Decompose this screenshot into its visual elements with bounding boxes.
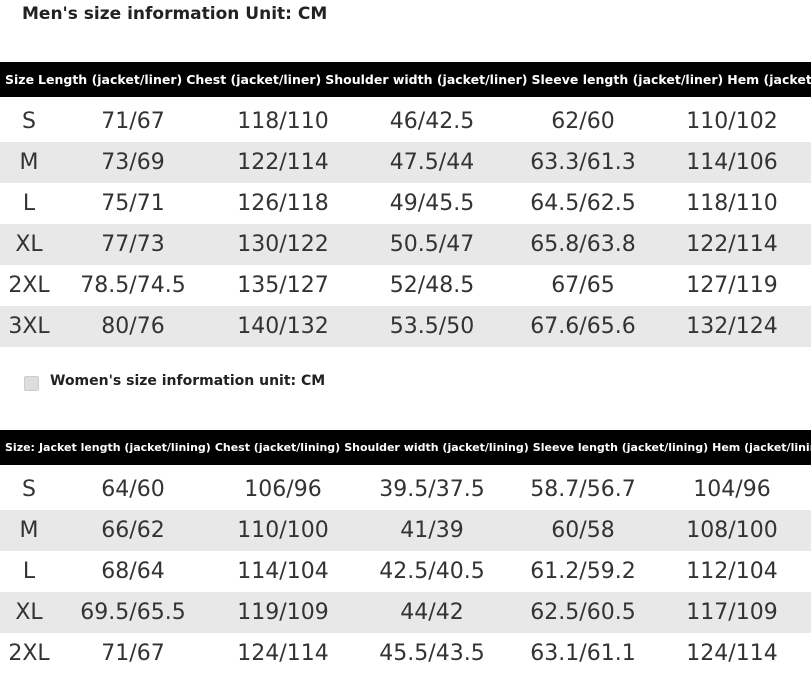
header-cell: Hem (jacket/liner) <box>727 72 811 87</box>
table-cell: M <box>19 518 39 543</box>
table-cell: S <box>22 109 36 134</box>
table-cell: 114/104 <box>237 559 329 584</box>
table-cell: 80/76 <box>101 314 165 339</box>
table-cell: 77/73 <box>101 232 165 257</box>
table-cell: 62.5/60.5 <box>530 600 636 625</box>
header-cell: Chest (jacket/lining) <box>214 441 341 454</box>
header-cell: Length (jacket/liner) <box>38 72 183 87</box>
table-row: 2XL 71/67 124/114 45.5/43.5 63.1/61.1 124/114 <box>0 633 811 674</box>
table-row: L 75/71 126/118 49/45.5 64.5/62.5 118/110 <box>0 183 811 224</box>
table-cell: 64.5/62.5 <box>530 191 636 216</box>
table-cell: 118/110 <box>686 191 778 216</box>
table-cell: 127/119 <box>686 273 778 298</box>
table-row: S 64/60 106/96 39.5/37.5 58.7/56.7 104/96 <box>0 469 811 510</box>
table-cell: 44/42 <box>400 600 464 625</box>
table-cell: 112/104 <box>686 559 778 584</box>
header-cell: Sleeve length (jacket/lining) <box>532 441 709 454</box>
table-cell: 65.8/63.8 <box>530 232 636 257</box>
table-cell: 41/39 <box>400 518 464 543</box>
table-cell: 63.3/61.3 <box>530 150 636 175</box>
header-cell: Shoulder width (jacket/liner) <box>325 72 528 87</box>
table-cell: 60/58 <box>551 518 615 543</box>
table-row: M 66/62 110/100 41/39 60/58 108/100 <box>0 510 811 551</box>
table-cell: 67.6/65.6 <box>530 314 636 339</box>
table-cell: 104/96 <box>693 477 771 502</box>
table-cell: 2XL <box>8 641 50 666</box>
table-cell: 49/45.5 <box>389 191 475 216</box>
table-cell: 42.5/40.5 <box>379 559 485 584</box>
table-cell: S <box>22 477 36 502</box>
header-cell: Jacket length (jacket/lining) <box>38 441 211 454</box>
header-cell: Size <box>5 72 35 87</box>
men-title: Men's size information Unit: CM <box>22 4 328 24</box>
table-cell: 69.5/65.5 <box>80 600 186 625</box>
table-row: 3XL 80/76 140/132 53.5/50 67.6/65.6 132/124 <box>0 306 811 347</box>
table-cell: L <box>22 559 36 584</box>
table-cell: 124/114 <box>686 641 778 666</box>
men-header: Size Length (jacket/liner) Chest (jacket/l… <box>0 62 811 97</box>
table-row: 2XL 78.5/74.5 135/127 52/48.5 67/65 127/119 <box>0 265 811 306</box>
table-cell: 66/62 <box>101 518 165 543</box>
table-cell: 106/96 <box>244 477 322 502</box>
table-cell: 62/60 <box>551 109 615 134</box>
table-row: XL 77/73 130/122 50.5/47 65.8/63.8 122/114 <box>0 224 811 265</box>
table-cell: 114/106 <box>686 150 778 175</box>
table-cell: M <box>19 150 39 175</box>
table-cell: 126/118 <box>237 191 329 216</box>
table-cell: 71/67 <box>101 641 165 666</box>
table-cell: 117/109 <box>686 600 778 625</box>
table-cell: 135/127 <box>237 273 329 298</box>
checkbox-icon <box>24 376 39 391</box>
table-cell: 64/60 <box>101 477 165 502</box>
header-cell: Sleeve length (jacket/liner) <box>531 72 724 87</box>
table-row: XL 69.5/65.5 119/109 44/42 62.5/60.5 117/109 <box>0 592 811 633</box>
header-cell: Hem (jacket/lining) <box>712 441 811 454</box>
table-cell: 63.1/61.1 <box>530 641 636 666</box>
table-cell: 3XL <box>8 314 50 339</box>
table-cell: 132/124 <box>686 314 778 339</box>
table-cell: 75/71 <box>101 191 165 216</box>
table-cell: XL <box>15 232 43 257</box>
table-cell: 108/100 <box>686 518 778 543</box>
table-cell: 73/69 <box>101 150 165 175</box>
table-cell: 110/100 <box>237 518 329 543</box>
table-cell: 110/102 <box>686 109 778 134</box>
table-cell: 124/114 <box>237 641 329 666</box>
header-cell: Shoulder width (jacket/lining) <box>344 441 529 454</box>
table-cell: 119/109 <box>237 600 329 625</box>
table-cell: 122/114 <box>686 232 778 257</box>
header-cell: Size: <box>5 441 35 454</box>
table-cell: 39.5/37.5 <box>379 477 485 502</box>
table-cell: L <box>22 191 36 216</box>
table-cell: 50.5/47 <box>389 232 475 257</box>
table-cell: 130/122 <box>237 232 329 257</box>
table-cell: 46/42.5 <box>389 109 475 134</box>
table-cell: 118/110 <box>237 109 329 134</box>
table-cell: 140/132 <box>237 314 329 339</box>
table-cell: 68/64 <box>101 559 165 584</box>
table-cell: 2XL <box>8 273 50 298</box>
table-row: L 68/64 114/104 42.5/40.5 61.2/59.2 112/104 <box>0 551 811 592</box>
table-row: S 71/67 118/110 46/42.5 62/60 110/102 <box>0 101 811 142</box>
table-cell: 67/65 <box>551 273 615 298</box>
header-cell: Chest (jacket/liner) <box>186 72 322 87</box>
women-header: Size: Jacket length (jacket/lining) Chest … <box>0 430 811 465</box>
table-row: M 73/69 122/114 47.5/44 63.3/61.3 114/106 <box>0 142 811 183</box>
table-cell: 45.5/43.5 <box>379 641 485 666</box>
table-cell: 47.5/44 <box>389 150 475 175</box>
women-title: Women's size information unit: CM <box>50 373 326 389</box>
table-cell: XL <box>15 600 43 625</box>
table-cell: 122/114 <box>237 150 329 175</box>
table-cell: 58.7/56.7 <box>530 477 636 502</box>
table-cell: 61.2/59.2 <box>530 559 636 584</box>
table-cell: 53.5/50 <box>389 314 475 339</box>
table-cell: 78.5/74.5 <box>80 273 186 298</box>
table-cell: 52/48.5 <box>389 273 475 298</box>
table-cell: 71/67 <box>101 109 165 134</box>
